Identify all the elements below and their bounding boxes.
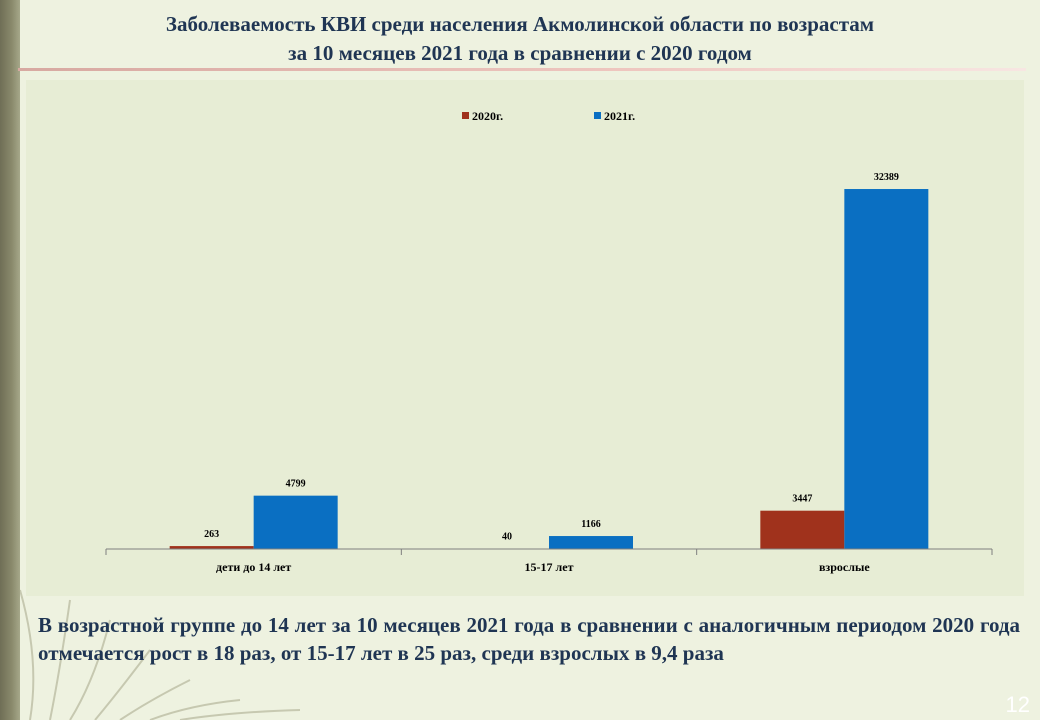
data-label-2020-0: 263 (204, 529, 219, 540)
chart-panel: 2020г. 2021г. 263 4799 40 1166 3447 32389 дет… (26, 80, 1024, 596)
summary-text: В возрастной группе до 14 лет за 10 меся… (38, 613, 1020, 665)
data-label-2021-0: 4799 (286, 479, 306, 490)
x-axis-ticks: дети до 14 лет 15-17 лет взрослые (105, 549, 993, 574)
x-tick-label-2: взрослые (819, 560, 870, 574)
bar-2020-2 (760, 510, 845, 549)
data-label-2021-1: 1166 (581, 519, 600, 530)
bars-layer: 263 4799 40 1166 3447 32389 (169, 172, 929, 550)
legend: 2020г. 2021г. (462, 109, 635, 123)
legend-swatch-2020 (462, 112, 469, 119)
bar-chart: 2020г. 2021г. 263 4799 40 1166 3447 32389 дет… (105, 109, 993, 574)
legend-label-2020: 2020г. (472, 109, 503, 123)
legend-label-2021: 2021г. (604, 109, 635, 123)
bar-2021-2 (844, 189, 929, 549)
legend-swatch-2021 (594, 112, 601, 119)
slide-title: Заболеваемость КВИ среди населения Акмол… (40, 10, 1000, 68)
x-tick-label-0: дети до 14 лет (216, 560, 291, 574)
left-decorative-bar (0, 0, 20, 720)
title-line-2: за 10 месяцев 2021 года в сравнении с 20… (288, 41, 752, 65)
bar-2021-0 (253, 495, 338, 549)
data-label-2021-2: 32389 (874, 172, 899, 183)
data-label-2020-2: 3447 (792, 494, 812, 505)
bar-2021-1 (549, 536, 633, 549)
slide-number: 12 (1005, 692, 1030, 717)
bar-2020-0 (169, 546, 254, 549)
title-underline (18, 68, 1026, 71)
data-label-2020-1: 40 (502, 532, 512, 543)
x-tick-label-1: 15-17 лет (525, 560, 574, 574)
title-line-1: Заболеваемость КВИ среди населения Акмол… (165, 12, 875, 36)
